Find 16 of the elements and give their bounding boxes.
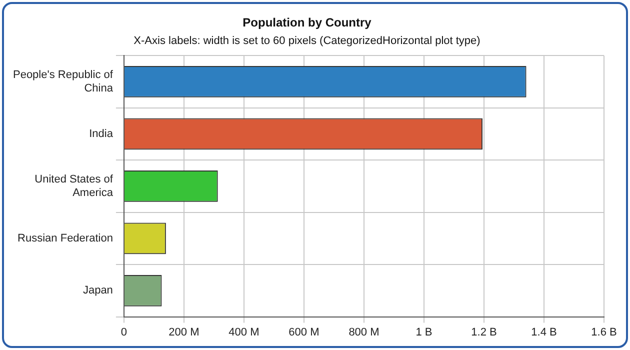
x-tick-label: 0 (120, 326, 127, 338)
y-tick-label: United States of America (34, 174, 114, 199)
x-tick-label: 1.6 B (591, 326, 617, 338)
chart-subtitle: X-Axis labels: width is set to 60 pixels (CategorizedHorizontal plot type) (134, 35, 480, 48)
x-tick-label: 800 M (348, 326, 380, 338)
y-tick-label: Russian Federation (18, 232, 113, 244)
x-tick-label: 200 M (168, 326, 200, 338)
y-tick-label: Japan (82, 284, 113, 297)
x-tick-label: 1.2 B (471, 326, 497, 338)
chart-title: Population by Country (242, 16, 372, 30)
y-tick-label: India (89, 128, 114, 140)
x-tick-label: 1.4 B (531, 326, 557, 338)
x-tick-label: 600 M (288, 326, 320, 338)
x-tick-label: 1 B (416, 326, 432, 338)
y-tick-label: People's Republic of China (12, 69, 114, 94)
x-tick-label: 400 M (228, 326, 260, 338)
